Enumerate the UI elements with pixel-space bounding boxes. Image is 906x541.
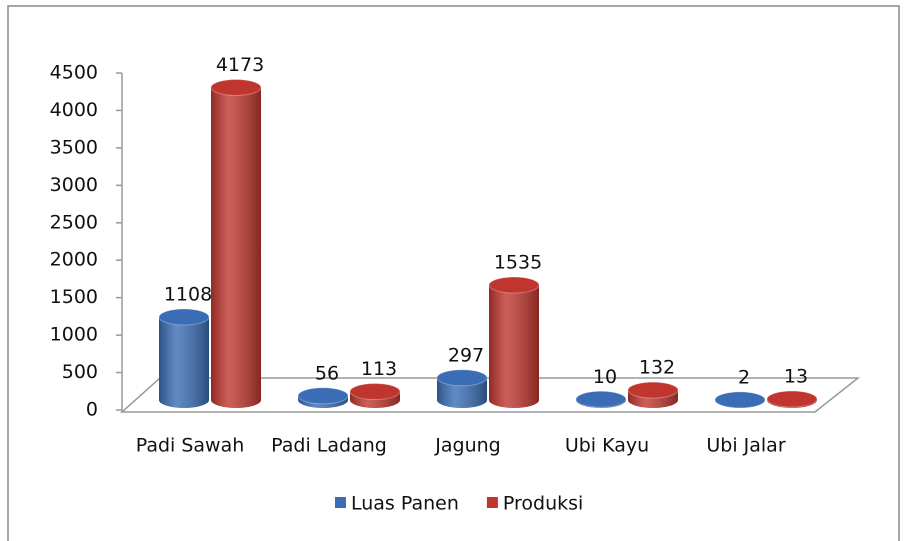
value-label: 13 bbox=[784, 366, 808, 388]
bar-shade bbox=[489, 285, 539, 408]
value-label: 4173 bbox=[216, 54, 264, 76]
y-tick-label: 3500 bbox=[50, 136, 98, 158]
y-tick-label: 2000 bbox=[50, 249, 98, 271]
x-tick-label: Padi Ladang bbox=[271, 435, 387, 457]
bar-shade bbox=[437, 377, 487, 408]
bar-shade bbox=[211, 87, 261, 408]
legend-swatch bbox=[335, 497, 346, 508]
bar bbox=[349, 383, 401, 408]
bar-top bbox=[297, 387, 349, 405]
bar bbox=[575, 390, 627, 408]
bar-top bbox=[714, 391, 766, 409]
y-tick-label: 1500 bbox=[50, 286, 98, 308]
bar bbox=[714, 391, 766, 409]
value-label: 1108 bbox=[164, 284, 212, 306]
legend-swatch bbox=[486, 497, 498, 508]
bar bbox=[627, 381, 679, 408]
x-tick-label: Ubi Jalar bbox=[706, 435, 785, 457]
y-tick-label: 2500 bbox=[50, 211, 98, 233]
y-tick-label: 0 bbox=[86, 399, 98, 421]
bar-top bbox=[436, 369, 488, 387]
x-tick-label: Ubi Kayu bbox=[565, 435, 649, 457]
y-tick-label: 4000 bbox=[50, 99, 98, 121]
bar-shade bbox=[159, 317, 209, 408]
bar bbox=[158, 308, 210, 408]
y-tick-label: 3000 bbox=[50, 174, 98, 196]
value-label: 132 bbox=[639, 357, 675, 379]
value-label: 56 bbox=[315, 362, 339, 384]
bar bbox=[210, 78, 262, 408]
frame bbox=[7, 5, 900, 541]
bar-top bbox=[766, 390, 818, 408]
bar-top bbox=[575, 390, 627, 408]
value-label: 113 bbox=[361, 358, 397, 380]
value-label: 10 bbox=[593, 366, 617, 388]
value-label: 297 bbox=[448, 344, 484, 366]
y-tick-label: 1000 bbox=[50, 324, 98, 346]
x-tick-label: Padi Sawah bbox=[136, 435, 245, 457]
bar bbox=[766, 390, 818, 408]
bar bbox=[436, 369, 488, 408]
bar bbox=[297, 387, 349, 408]
legend-label: Luas Panen bbox=[351, 493, 459, 515]
value-label: 1535 bbox=[494, 252, 542, 274]
x-tick-label: Jagung bbox=[434, 435, 500, 457]
y-tick-label: 4500 bbox=[50, 62, 98, 84]
bar-top bbox=[627, 381, 679, 399]
bar-top bbox=[158, 308, 210, 326]
bar bbox=[488, 276, 540, 408]
bar-top bbox=[349, 383, 401, 401]
bar-top bbox=[210, 78, 262, 96]
legend-label: Produksi bbox=[503, 493, 583, 515]
value-label: 2 bbox=[738, 366, 750, 388]
bar-top bbox=[488, 276, 540, 294]
y-tick-label: 500 bbox=[62, 361, 98, 383]
